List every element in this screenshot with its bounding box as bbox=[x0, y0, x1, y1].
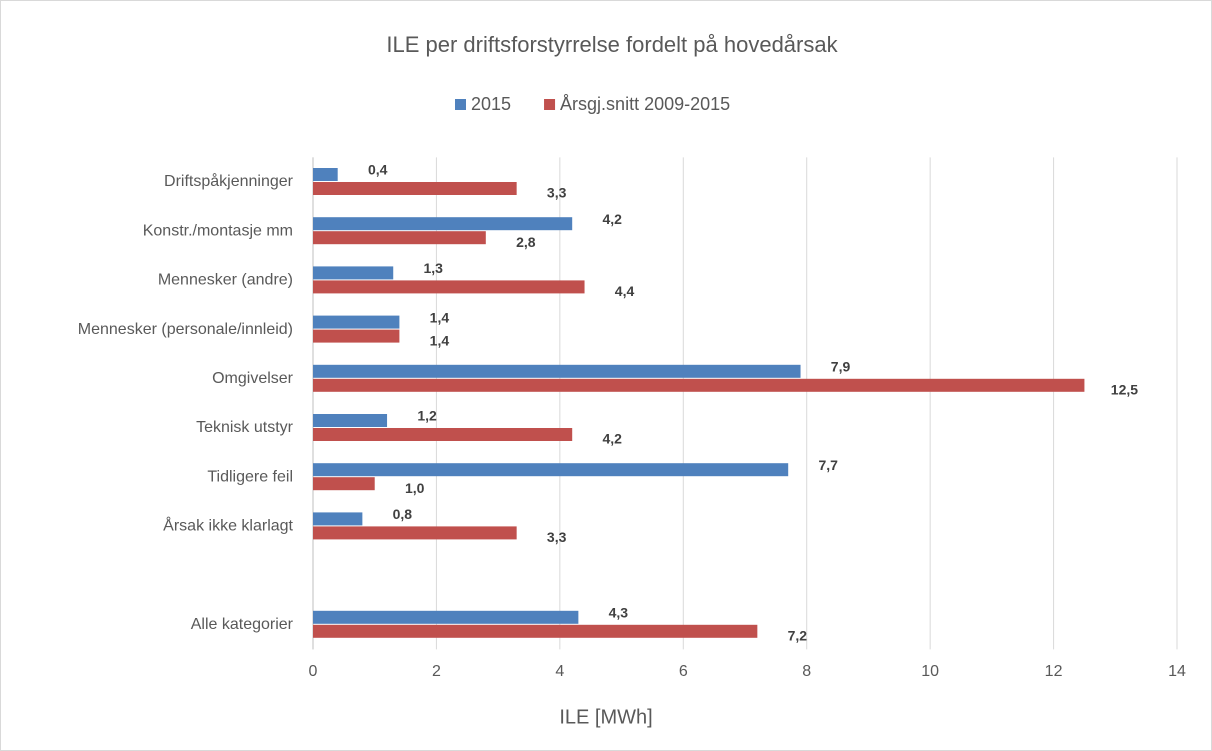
value-label: 1,0 bbox=[405, 480, 425, 496]
y-tick-label: Mennesker (andre) bbox=[158, 272, 293, 289]
value-label: 7,2 bbox=[788, 628, 808, 644]
bar bbox=[313, 266, 394, 280]
bar bbox=[313, 512, 363, 526]
bar bbox=[313, 168, 338, 181]
y-tick-label: Konstr./montasje mm bbox=[143, 222, 293, 239]
x-tick-label: 0 bbox=[309, 663, 318, 680]
bar bbox=[313, 477, 375, 491]
value-label: 1,4 bbox=[430, 332, 450, 348]
x-axis-label: ILE [MWh] bbox=[559, 706, 652, 728]
value-label: 3,3 bbox=[547, 529, 567, 545]
legend-label: Årsgj.snitt 2009-2015 bbox=[560, 94, 730, 114]
value-label: 4,2 bbox=[602, 211, 622, 227]
bar bbox=[313, 315, 400, 329]
value-label: 4,2 bbox=[602, 431, 622, 447]
y-tick-label: Tidligere feil bbox=[207, 468, 293, 485]
value-label: 7,9 bbox=[831, 359, 851, 375]
bar bbox=[313, 428, 573, 441]
x-tick-label: 8 bbox=[802, 663, 811, 680]
value-label: 4,3 bbox=[609, 605, 629, 621]
x-tick-label: 14 bbox=[1168, 663, 1186, 680]
bar bbox=[313, 610, 579, 624]
bar bbox=[313, 378, 1085, 392]
x-tick-label: 4 bbox=[555, 663, 564, 680]
legend-label: 2015 bbox=[471, 94, 511, 114]
bar bbox=[313, 231, 486, 245]
x-tick-label: 6 bbox=[679, 663, 688, 680]
y-tick-label: Alle kategorier bbox=[191, 616, 294, 633]
y-tick-label: Driftspåkjenninger bbox=[164, 172, 294, 190]
x-tick-label: 12 bbox=[1045, 663, 1063, 680]
bar bbox=[313, 182, 517, 195]
y-tick-label: Teknisk utstyr bbox=[196, 419, 294, 436]
legend-swatch bbox=[544, 99, 556, 110]
chart-title: ILE per driftsforstyrrelse fordelt på ho… bbox=[386, 32, 838, 57]
value-label: 12,5 bbox=[1111, 382, 1138, 398]
value-label: 7,7 bbox=[818, 457, 838, 473]
value-label: 1,2 bbox=[417, 408, 437, 424]
y-tick-label: Mennesker (personale/innleid) bbox=[78, 321, 293, 338]
bar bbox=[313, 414, 388, 427]
bar bbox=[313, 526, 517, 540]
x-tick-label: 2 bbox=[432, 663, 441, 680]
value-label: 0,4 bbox=[368, 162, 388, 178]
y-tick-label: Årsak ikke klarlagt bbox=[163, 516, 293, 535]
value-label: 1,4 bbox=[430, 309, 450, 325]
x-tick-label: 10 bbox=[921, 663, 939, 680]
value-label: 2,8 bbox=[516, 234, 536, 250]
value-label: 0,8 bbox=[393, 506, 413, 522]
y-tick-label: Omgivelser bbox=[212, 370, 294, 387]
bar bbox=[313, 280, 585, 294]
value-label: 3,3 bbox=[547, 185, 567, 201]
value-label: 4,4 bbox=[615, 283, 635, 299]
bar bbox=[313, 463, 789, 477]
bar bbox=[313, 624, 758, 638]
bar bbox=[313, 217, 573, 231]
value-label: 1,3 bbox=[423, 260, 443, 276]
bar bbox=[313, 329, 400, 343]
legend-swatch bbox=[455, 99, 466, 110]
bar bbox=[313, 364, 801, 378]
